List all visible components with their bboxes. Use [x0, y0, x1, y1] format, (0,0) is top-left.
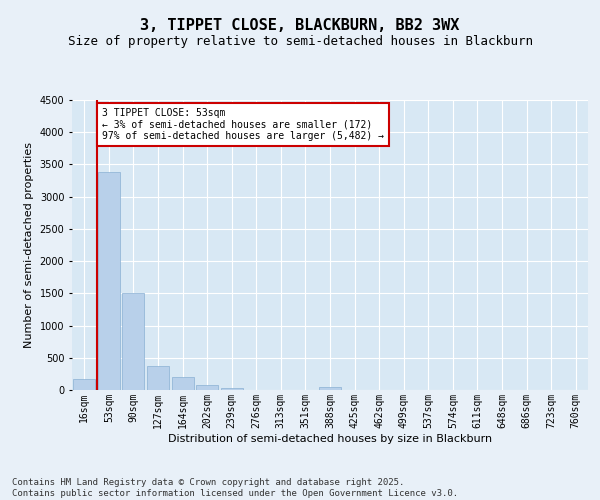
Bar — [221, 388, 243, 390]
Bar — [98, 172, 120, 390]
Bar — [172, 378, 194, 390]
Bar — [73, 379, 95, 390]
Bar — [196, 385, 218, 390]
Y-axis label: Number of semi-detached properties: Number of semi-detached properties — [24, 142, 34, 348]
Text: Contains HM Land Registry data © Crown copyright and database right 2025.
Contai: Contains HM Land Registry data © Crown c… — [12, 478, 458, 498]
Text: 3 TIPPET CLOSE: 53sqm
← 3% of semi-detached houses are smaller (172)
97% of semi: 3 TIPPET CLOSE: 53sqm ← 3% of semi-detac… — [102, 108, 384, 141]
Bar — [122, 294, 145, 390]
X-axis label: Distribution of semi-detached houses by size in Blackburn: Distribution of semi-detached houses by … — [168, 434, 492, 444]
Bar — [319, 387, 341, 390]
Text: 3, TIPPET CLOSE, BLACKBURN, BB2 3WX: 3, TIPPET CLOSE, BLACKBURN, BB2 3WX — [140, 18, 460, 32]
Text: Size of property relative to semi-detached houses in Blackburn: Size of property relative to semi-detach… — [67, 35, 533, 48]
Bar — [147, 366, 169, 390]
